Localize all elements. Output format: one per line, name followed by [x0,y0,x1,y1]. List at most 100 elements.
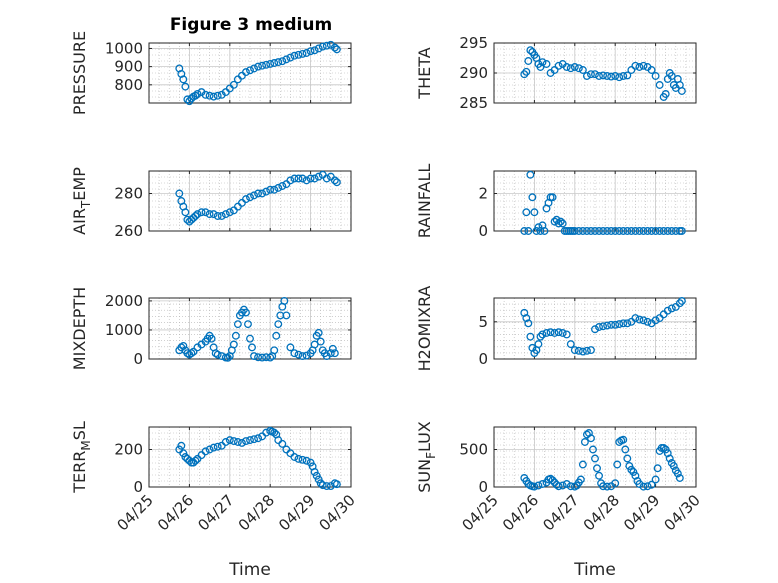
data-point [244,320,252,329]
data-point [258,61,267,70]
data-point [306,458,315,467]
data-point [661,90,670,98]
data-point [246,334,254,343]
data-point [643,482,652,491]
data-point [201,447,210,456]
data-point [193,89,202,98]
data-point [302,456,311,465]
data-point [250,64,258,73]
data-point [631,314,640,323]
data-point [530,208,539,217]
data-point [675,474,684,482]
data-point [322,41,331,50]
y-tick-label: 0 [133,478,143,496]
data-point [191,212,200,220]
data-point [270,59,279,67]
y-tick-label: 0 [478,222,488,240]
data-point [306,47,315,56]
data-point [623,319,632,328]
data-point [613,460,622,469]
data-point [330,349,339,358]
data-point [258,189,267,198]
data-point [675,299,684,308]
data-point [574,346,583,355]
data-point [595,227,603,235]
data-point [651,316,660,325]
data-point [246,66,254,75]
y-tick-label: 0 [478,478,488,496]
data-point [286,53,295,62]
data-point [274,183,283,192]
data-point [298,455,307,464]
data-point [587,227,595,235]
y-tick-label: 1000 [105,39,143,57]
data-point [211,349,220,358]
data-point [542,60,551,68]
data-point [187,349,196,358]
series-pressure [175,40,341,106]
data-point [242,195,250,204]
data-point [266,185,275,194]
data-point [524,227,533,235]
data-point [554,219,563,228]
data-point [213,442,222,451]
data-point [663,449,672,458]
data-point [310,468,319,476]
axes-box [148,297,352,360]
data-point [270,346,279,355]
data-point [655,227,664,235]
data-point [651,475,660,484]
data-point [225,208,234,217]
x-axis-label: Time [228,560,271,580]
data-point [655,81,664,89]
data-point [554,482,563,491]
data-point [229,340,238,349]
data-point [566,340,575,349]
data-point [534,223,543,232]
data-point [322,482,331,491]
y-axis-label: TERRMSL [70,421,93,494]
data-point [290,349,299,358]
data-point [221,210,230,219]
data-point [310,340,319,349]
data-point [209,92,218,101]
data-point [582,72,591,80]
data-point [576,475,585,484]
y-tick-label: 260 [114,222,143,240]
data-point [570,63,579,71]
data-point [651,72,660,80]
data-point [193,210,202,219]
data-point [294,454,303,463]
data-point [302,176,311,185]
data-point [294,50,303,59]
axes-box [493,297,697,360]
data-point [619,227,628,235]
data-point [205,210,214,219]
data-point [538,58,547,67]
data-point [554,61,563,70]
data-point [665,454,674,463]
data-point [250,191,258,200]
data-point [631,227,640,235]
data-point [213,350,222,359]
y-axis-label: AIRTEMP [70,167,93,235]
data-point [528,193,537,202]
data-point [591,70,599,79]
data-point [631,471,640,480]
data-point [627,465,636,474]
y-tick-label: 280 [114,185,143,203]
data-point [536,332,545,341]
data-point [314,328,323,337]
data-point [677,227,686,235]
y-axis-label: THETA [415,47,434,99]
data-point [209,210,218,219]
data-point [274,320,283,329]
data-point [332,178,341,187]
data-point [548,476,557,485]
data-point [274,58,283,67]
data-point [635,315,644,324]
series-terr_msl [175,426,341,491]
data-point [599,227,608,235]
